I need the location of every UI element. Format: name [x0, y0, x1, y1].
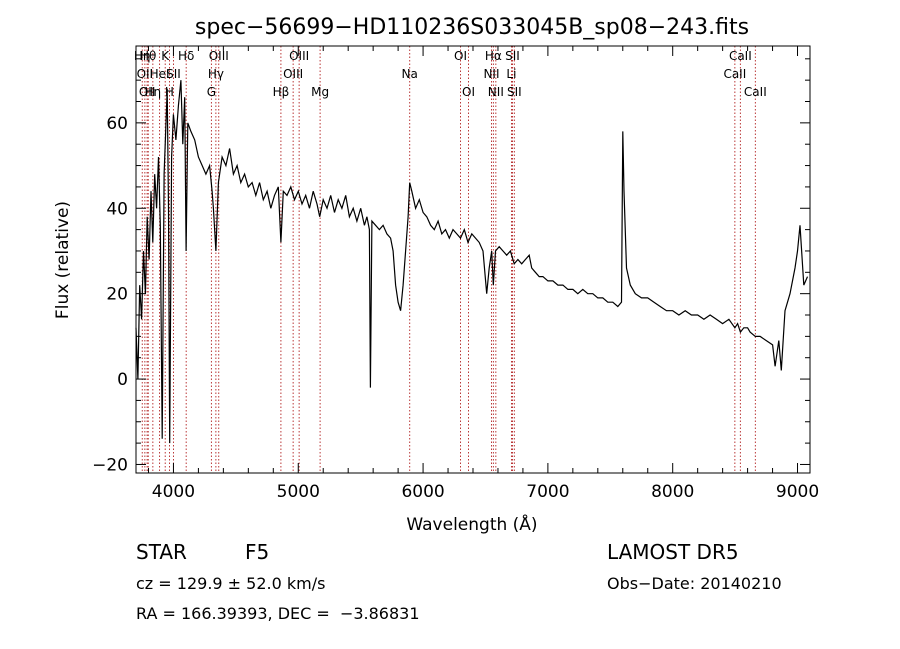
line-markers: [141, 46, 756, 473]
y-axis-label: Flux (relative): [53, 201, 73, 319]
x-axis-label: Wavelength (Å): [406, 513, 537, 535]
line-label: Hβ: [273, 85, 290, 99]
plot-frame: [135, 45, 811, 474]
line-label: Mg: [311, 85, 329, 99]
line-label: OII: [139, 85, 156, 99]
x-tick-label: 7000: [526, 482, 569, 502]
y-axis-ticks: −20 0 20 40 60: [92, 58, 810, 475]
line-label: G: [207, 85, 216, 99]
line-label: NII: [483, 67, 499, 81]
obs-date: Obs−Date: 20140210: [607, 574, 782, 593]
x-tick-label: 4000: [152, 482, 195, 502]
line-label: Hδ: [178, 49, 194, 63]
redshift-readout: cz = 129.9 ± 52.0 km/s: [136, 574, 326, 593]
x-axis-ticks: 4000 5000 6000 7000 8000 9000: [147, 46, 819, 502]
line-label: Hη: [134, 49, 151, 63]
line-label: SII: [507, 85, 522, 99]
x-tick-label: 5000: [277, 482, 320, 502]
line-label: Hθ: [140, 49, 156, 63]
line-label: H: [165, 85, 174, 99]
y-tick-label: −20: [92, 455, 128, 475]
line-label: SII: [166, 67, 181, 81]
line-label: K: [161, 49, 170, 63]
line-label: Li: [506, 67, 516, 81]
line-label: CaII: [723, 67, 746, 81]
spectrum-line: [135, 80, 809, 444]
line-label: Hα: [485, 49, 502, 63]
y-tick-label: 60: [106, 114, 128, 134]
x-tick-label: 9000: [776, 482, 819, 502]
line-label: SII: [505, 49, 520, 63]
line-label: CaII: [744, 85, 767, 99]
line-label: CaII: [729, 49, 752, 63]
x-tick-label: 8000: [651, 482, 694, 502]
coordinates: RA = 166.39393, DEC = −3.86831: [136, 604, 420, 623]
line-labels: HηOIIOIIHθHηHeIKHSIIHδGHγOIIIHβOIIIOIIIM…: [134, 49, 767, 99]
line-label: OII: [137, 67, 154, 81]
line-label: NII: [488, 85, 504, 99]
line-label: OI: [454, 49, 467, 63]
line-label: Hη: [145, 85, 162, 99]
x-tick-label: 6000: [401, 482, 444, 502]
line-label: Na: [402, 67, 418, 81]
y-tick-label: 40: [106, 199, 128, 219]
y-tick-label: 0: [117, 370, 128, 390]
line-label: OI: [462, 85, 475, 99]
y-tick-label: 20: [106, 285, 128, 305]
object-class: STAR: [136, 540, 187, 564]
line-label: Hγ: [208, 67, 224, 81]
chart-title: spec−56699−HD110236S033045B_sp08−243.fit…: [195, 15, 749, 40]
object-subclass: F5: [245, 540, 270, 564]
survey-name: LAMOST DR5: [607, 540, 739, 564]
line-label: HeI: [150, 67, 170, 81]
line-label: OIII: [283, 67, 303, 81]
line-label: OIII: [209, 49, 229, 63]
line-label: OIII: [289, 49, 309, 63]
